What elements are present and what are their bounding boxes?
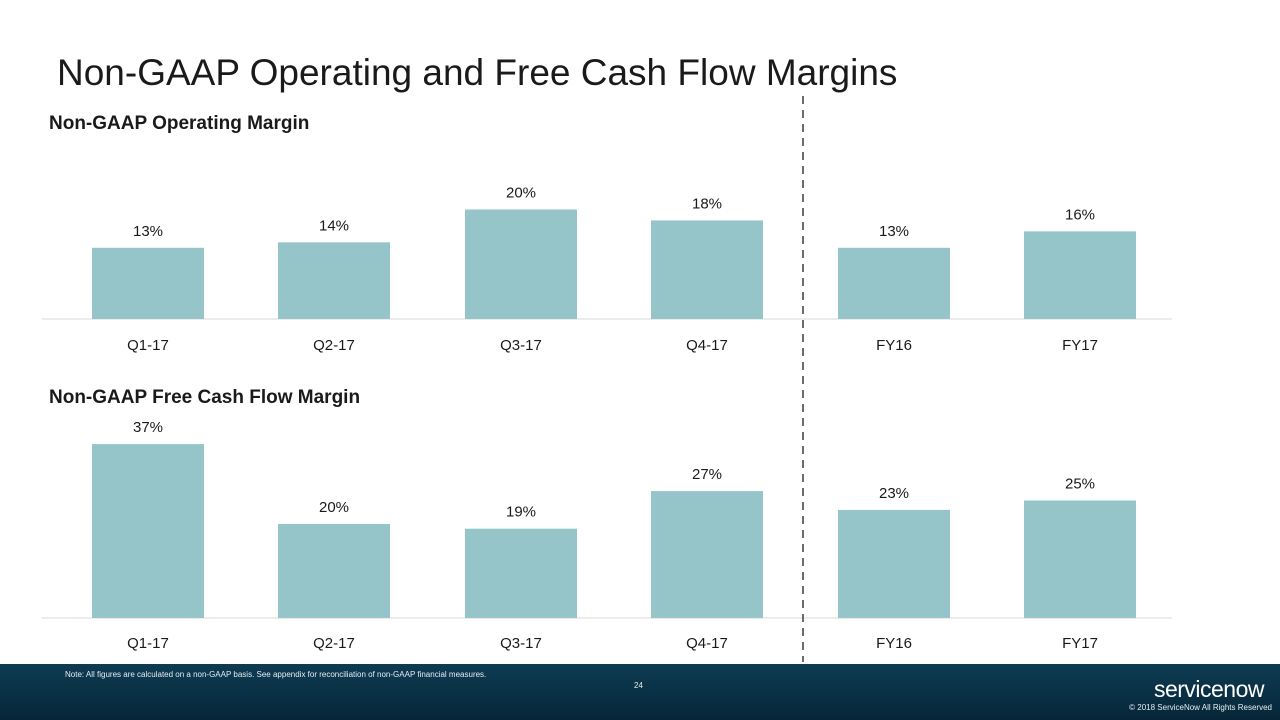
fcf-margin-chart-title: Non-GAAP Free Cash Flow Margin <box>49 387 361 408</box>
category-label: Q3-17 <box>500 635 542 652</box>
bar-fy17 <box>1024 500 1136 618</box>
bar-value-label: 20% <box>319 499 349 516</box>
category-label: Q3-17 <box>500 337 542 354</box>
bar-value-label: 20% <box>506 184 536 201</box>
bar-value-label: 13% <box>879 223 909 240</box>
category-label: Q1-17 <box>127 635 169 652</box>
category-label: Q4-17 <box>686 337 728 354</box>
page-number: 24 <box>634 681 643 690</box>
bar-fy16 <box>838 247 950 319</box>
margin-charts: 13% Q1-17 14% Q2-17 20% Q3-17 18% Q4-17 13% FY16 1… <box>42 96 1172 662</box>
bar-value-label: 25% <box>1065 476 1095 493</box>
category-label: FY17 <box>1062 635 1098 652</box>
category-label: Q2-17 <box>313 635 355 652</box>
category-label: FY16 <box>876 337 912 354</box>
bar-value-label: 23% <box>879 485 909 502</box>
category-label: FY16 <box>876 635 912 652</box>
bar-fy16 <box>838 509 950 618</box>
category-label: Q2-17 <box>313 337 355 354</box>
bar-q4-17 <box>651 491 763 618</box>
operating-margin-chart-title: Non-GAAP Operating Margin <box>49 113 310 134</box>
bar-q4-17 <box>651 220 763 319</box>
bar-q1-17 <box>92 247 204 319</box>
servicenow-logo: servicenow <box>1153 676 1265 702</box>
bar-q3-17 <box>465 528 577 618</box>
bar-value-label: 18% <box>692 195 722 212</box>
slide-title: Non-GAAP Operating and Free Cash Flow Ma… <box>57 52 898 93</box>
bar-fy17 <box>1024 231 1136 319</box>
bar-q3-17 <box>465 209 577 319</box>
bar-value-label: 19% <box>506 504 536 521</box>
bar-q2-17 <box>278 524 390 618</box>
bar-value-label: 16% <box>1065 206 1095 223</box>
copyright-text: © 2018 ServiceNow All Rights Reserved <box>1129 703 1272 712</box>
category-label: Q1-17 <box>127 337 169 354</box>
bar-value-label: 37% <box>133 419 163 436</box>
bar-value-label: 13% <box>133 223 163 240</box>
footer-bar: Note: All figures are calculated on a no… <box>0 664 1280 720</box>
bar-value-label: 27% <box>692 466 722 483</box>
bar-q1-17 <box>92 444 204 618</box>
bar-q2-17 <box>278 242 390 319</box>
footnote: Note: All figures are calculated on a no… <box>65 670 487 679</box>
category-label: Q4-17 <box>686 635 728 652</box>
category-label: FY17 <box>1062 337 1098 354</box>
bar-value-label: 14% <box>319 217 349 234</box>
